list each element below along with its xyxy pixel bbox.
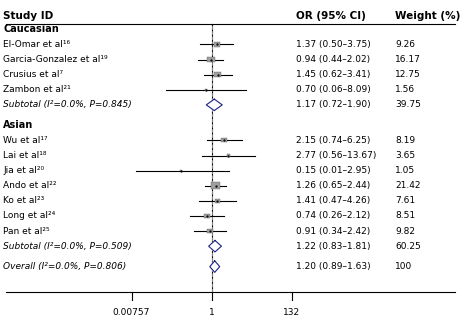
Text: 100: 100 (395, 262, 412, 271)
Text: 2.77 (0.56–13.67): 2.77 (0.56–13.67) (296, 151, 377, 160)
Text: 39.75: 39.75 (395, 100, 421, 109)
Text: Overall (I²=0.0%, P=0.806): Overall (I²=0.0%, P=0.806) (3, 262, 127, 271)
Text: 8.51: 8.51 (395, 212, 415, 220)
Text: 0.70 (0.06–8.09): 0.70 (0.06–8.09) (296, 85, 371, 94)
Bar (207, 229, 213, 233)
Text: 8.19: 8.19 (395, 136, 415, 145)
Text: 1: 1 (209, 308, 215, 317)
Text: Study ID: Study ID (3, 11, 54, 21)
Bar (227, 154, 230, 157)
Bar (214, 42, 220, 47)
Text: 1.22 (0.83–1.81): 1.22 (0.83–1.81) (296, 242, 371, 251)
Text: Lai et al¹⁸: Lai et al¹⁸ (3, 151, 47, 160)
Text: Wu et al¹⁷: Wu et al¹⁷ (3, 136, 48, 145)
Text: 1.45 (0.62–3.41): 1.45 (0.62–3.41) (296, 70, 371, 79)
Text: Zambon et al²¹: Zambon et al²¹ (3, 85, 71, 94)
Text: 1.56: 1.56 (395, 85, 415, 94)
Text: 0.91 (0.34–2.42): 0.91 (0.34–2.42) (296, 227, 371, 236)
Text: Subtotal (I²=0.0%, P=0.509): Subtotal (I²=0.0%, P=0.509) (3, 242, 132, 251)
Text: 1.17 (0.72–1.90): 1.17 (0.72–1.90) (296, 100, 371, 109)
Bar (211, 183, 220, 189)
Text: El-Omar et al¹⁶: El-Omar et al¹⁶ (3, 40, 70, 49)
Text: 0.00757: 0.00757 (113, 308, 150, 317)
Bar (180, 170, 182, 171)
Text: 1.41 (0.47–4.26): 1.41 (0.47–4.26) (296, 196, 371, 205)
Text: OR (95% CI): OR (95% CI) (296, 11, 366, 21)
Text: 7.61: 7.61 (395, 196, 415, 205)
Text: Jia et al²⁰: Jia et al²⁰ (3, 166, 45, 175)
Text: 16.17: 16.17 (395, 55, 421, 64)
Text: 0.94 (0.44–2.02): 0.94 (0.44–2.02) (296, 55, 371, 64)
Text: 12.75: 12.75 (395, 70, 421, 79)
Text: Garcia-Gonzalez et al¹⁹: Garcia-Gonzalez et al¹⁹ (3, 55, 108, 64)
Polygon shape (209, 240, 221, 252)
Text: 21.42: 21.42 (395, 181, 420, 190)
Text: 1.20 (0.89–1.63): 1.20 (0.89–1.63) (296, 262, 371, 271)
Text: Caucasian: Caucasian (3, 24, 59, 34)
Text: Ando et al²²: Ando et al²² (3, 181, 57, 190)
Bar (205, 89, 207, 90)
Text: 2.15 (0.74–6.25): 2.15 (0.74–6.25) (296, 136, 371, 145)
Text: 132: 132 (283, 308, 301, 317)
Text: Subtotal (I²=0.0%, P=0.845): Subtotal (I²=0.0%, P=0.845) (3, 100, 132, 109)
Text: Crusius et al⁷: Crusius et al⁷ (3, 70, 64, 79)
Text: 1.37 (0.50–3.75): 1.37 (0.50–3.75) (296, 40, 371, 49)
Polygon shape (206, 99, 222, 111)
Text: 9.82: 9.82 (395, 227, 415, 236)
Text: 9.26: 9.26 (395, 40, 415, 49)
Bar (207, 57, 215, 63)
Text: 0.15 (0.01–2.95): 0.15 (0.01–2.95) (296, 166, 371, 175)
Bar (221, 139, 227, 142)
Text: Pan et al²⁵: Pan et al²⁵ (3, 227, 50, 236)
Text: 1.26 (0.65–2.44): 1.26 (0.65–2.44) (296, 181, 371, 190)
Text: Asian: Asian (3, 120, 34, 130)
Text: Ko et al²³: Ko et al²³ (3, 196, 45, 205)
Polygon shape (210, 261, 220, 272)
Bar (215, 199, 220, 203)
Text: 0.74 (0.26–2.12): 0.74 (0.26–2.12) (296, 212, 371, 220)
Text: 60.25: 60.25 (395, 242, 421, 251)
Text: 3.65: 3.65 (395, 151, 415, 160)
Text: Weight (%): Weight (%) (395, 11, 460, 21)
Text: Long et al²⁴: Long et al²⁴ (3, 212, 55, 220)
Bar (204, 214, 210, 218)
Bar (214, 72, 221, 77)
Text: 1.05: 1.05 (395, 166, 415, 175)
